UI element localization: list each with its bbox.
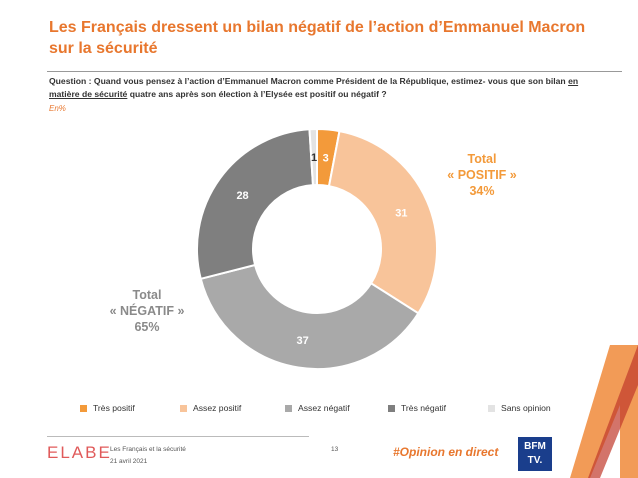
bfm-logo-line1: BFM — [524, 441, 546, 452]
legend-item-assez-negatif: Assez négatif — [285, 403, 350, 413]
legend-swatch — [80, 404, 87, 412]
decorative-logo-shape — [570, 345, 638, 478]
slice-value-label-1: 31 — [395, 207, 407, 219]
question-text-end: quatre ans après son élection à l’Elysée… — [127, 89, 387, 99]
donut-slice-4 — [308, 127, 318, 187]
total-positive-line1: Total — [467, 152, 497, 166]
unit-label: En% — [49, 104, 66, 113]
donut-slice-2 — [199, 263, 420, 370]
legend-label: Assez négatif — [298, 403, 350, 413]
slice-value-label-0: 3 — [323, 152, 329, 164]
footer-survey-title: Les Français et la sécurité — [110, 446, 186, 453]
legend-item-sans-opinion: Sans opinion — [488, 403, 551, 413]
total-negative-line2: « NÉGATIF » — [109, 304, 185, 318]
total-positive: Total « POSITIF » 34% — [433, 151, 531, 199]
hashtag: #Opinion en direct — [393, 445, 499, 459]
legend-label: Très négatif — [401, 403, 447, 413]
chart-legend: Très positif Assez positif Assez négatif… — [80, 403, 600, 417]
bfm-logo-line2: TV. — [527, 455, 543, 466]
legend-swatch — [285, 404, 292, 412]
legend-swatch — [388, 404, 395, 412]
slice-value-label-4: 1 — [311, 152, 317, 164]
slice-value-label-2: 37 — [296, 335, 308, 347]
page-number: 13 — [331, 446, 339, 453]
page-title: Les Français dressent un bilan négatif d… — [49, 19, 586, 57]
header-divider — [47, 71, 622, 72]
footer-date: 21 avril 2021 — [110, 458, 148, 465]
total-negative: Total « NÉGATIF » 65% — [98, 287, 196, 335]
footer-divider — [47, 436, 309, 437]
legend-item-tres-negatif: Très négatif — [388, 403, 446, 413]
legend-label: Assez positif — [193, 403, 242, 413]
question-text-start: Question : Quand vous pensez à l’action … — [49, 76, 569, 86]
bfm-tv-logo: BFM TV. — [518, 437, 552, 471]
legend-label: Très positif — [93, 403, 135, 413]
question-text-underlined: en matière de sécurité — [49, 76, 579, 99]
slice-value-label-3: 28 — [236, 190, 248, 202]
legend-swatch — [180, 404, 187, 412]
legend-label: Sans opinion — [501, 403, 551, 413]
total-negative-value: 65% — [134, 320, 160, 334]
donut-slice-3 — [196, 128, 315, 281]
elabe-logo: ELABE — [47, 443, 112, 462]
total-negative-line1: Total — [132, 288, 162, 302]
legend-item-tres-positif: Très positif — [80, 403, 135, 413]
legend-item-assez-positif: Assez positif — [180, 403, 241, 413]
total-positive-line2: « POSITIF » — [447, 168, 517, 182]
survey-question: Question : Quand vous pensez à l’action … — [49, 75, 609, 101]
total-positive-value: 34% — [469, 184, 495, 198]
donut-slice-1 — [327, 129, 438, 315]
legend-swatch — [488, 404, 495, 412]
